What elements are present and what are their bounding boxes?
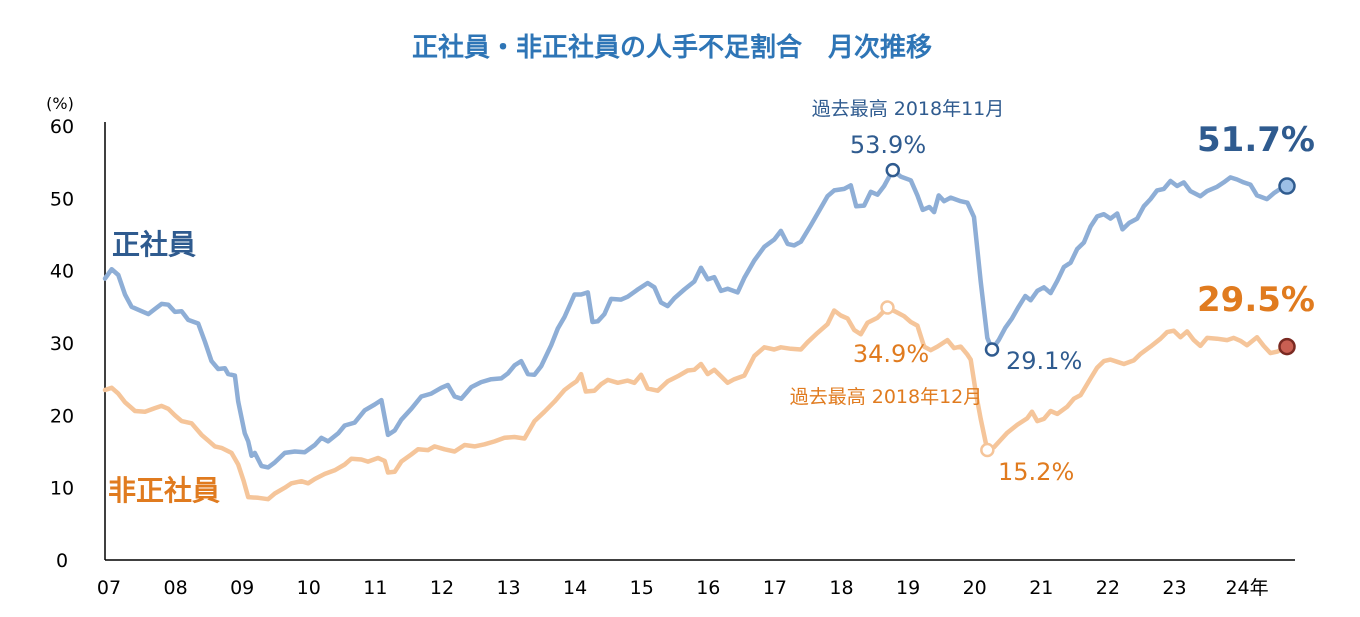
x-tick-label: 13 <box>496 577 520 599</box>
annotation-value-label: 29.5% <box>1197 280 1315 320</box>
y-tick-label: 60 <box>50 116 74 138</box>
latest-value-marker <box>1278 177 1296 195</box>
x-tick-label: 12 <box>430 577 454 599</box>
extreme-value-marker <box>885 162 901 178</box>
axes <box>104 122 1295 561</box>
annotation-value-label: 34.9% <box>853 340 929 368</box>
annotation-markers <box>880 162 1296 458</box>
extreme-value-marker <box>880 300 895 315</box>
x-tick-label: 21 <box>1029 577 1053 599</box>
x-tick-label: 22 <box>1096 577 1120 599</box>
extreme-value-marker <box>980 442 995 458</box>
annotation-value-label: 29.1% <box>1006 347 1082 375</box>
series-line-regular <box>102 167 1290 470</box>
chart-title: 正社員・非正社員の人手不足割合 月次推移 <box>412 32 932 63</box>
x-tick-label: 24年 <box>1225 577 1268 599</box>
annotation-value-label: 53.9% <box>850 131 926 159</box>
series-name-label: 非正社員 <box>108 474 220 507</box>
y-tick-label: 20 <box>50 405 74 427</box>
x-tick-label: 07 <box>97 577 121 599</box>
y-tick-label: 10 <box>50 478 74 500</box>
x-axis-ticks: 07 08 09 10 11 12 13 14 15 16 17 18 19 20 21 22 23 24年 <box>97 577 1269 599</box>
y-tick-label: 40 <box>50 261 74 283</box>
annotation-caption: 過去最高 2018年11月 <box>812 98 1005 120</box>
extreme-value-marker <box>984 342 1000 357</box>
y-tick-label: 50 <box>50 188 74 210</box>
x-tick-label: 09 <box>230 577 254 599</box>
x-tick-label: 19 <box>896 577 920 599</box>
x-tick-label: 16 <box>696 577 720 599</box>
y-axis-unit-label: (%) <box>46 94 74 113</box>
x-tick-label: 15 <box>630 577 654 599</box>
x-tick-label: 18 <box>829 577 853 599</box>
annotation-labels: 53.9% 過去最高 2018年11月 34.9% 過去最高 2018年12月 29.1… <box>790 98 1315 486</box>
annotation-value-label: 51.7% <box>1197 120 1315 160</box>
x-tick-label: 23 <box>1162 577 1186 599</box>
annotation-caption: 過去最高 2018年12月 <box>790 386 983 408</box>
x-tick-label: 10 <box>297 577 321 599</box>
series-lines <box>102 167 1290 502</box>
x-tick-label: 17 <box>763 577 787 599</box>
y-axis-ticks: 0 10 20 30 40 50 60 <box>50 116 74 572</box>
y-tick-label: 0 <box>56 550 68 572</box>
x-tick-label: 14 <box>563 577 587 599</box>
annotation-value-label: 15.2% <box>998 458 1074 486</box>
latest-value-marker <box>1278 337 1296 356</box>
x-tick-label: 11 <box>363 577 387 599</box>
x-tick-label: 08 <box>163 577 187 599</box>
x-tick-label: 20 <box>963 577 987 599</box>
series-name-label: 正社員 <box>112 228 196 261</box>
y-tick-label: 30 <box>50 333 74 355</box>
series-line-nonregular <box>102 305 1290 502</box>
